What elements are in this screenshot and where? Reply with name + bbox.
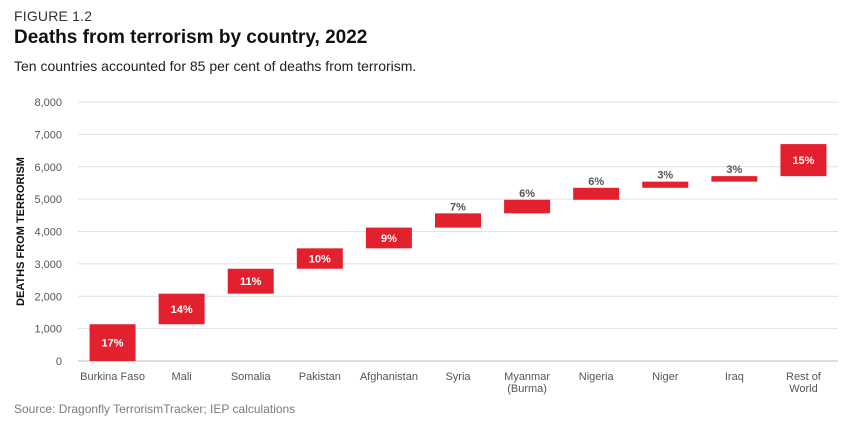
x-category-label: Mali: [172, 371, 192, 383]
y-axis-label: DEATHS FROM TERRORISM: [15, 157, 27, 306]
y-tick-label: 8,000: [34, 97, 62, 109]
bar: [158, 293, 205, 325]
x-category-label: Somalia: [231, 371, 272, 383]
y-tick-label: 1,000: [34, 324, 62, 336]
y-tick-label: 3,000: [34, 259, 62, 271]
x-category-label: Afghanistan: [360, 371, 418, 383]
bar-value-label: 9%: [381, 233, 397, 245]
bar-value-label: 15%: [792, 155, 814, 167]
bar: [89, 324, 136, 361]
bar-value-label: 3%: [657, 170, 673, 182]
bar-value-label: 7%: [450, 201, 466, 213]
bar-value-label: 14%: [171, 304, 193, 316]
chart: 0 1,000 2,000 3,000 4,000 5,000 6,000 7,000 8,00…: [15, 97, 838, 395]
y-tick-label: 2,000: [34, 291, 62, 303]
y-tick-label: 5,000: [34, 194, 62, 206]
bar: [642, 181, 689, 188]
source-note: Source: Dragonfly TerrorismTracker; IEP …: [14, 402, 296, 416]
x-category-label: Nigeria: [579, 371, 615, 383]
x-category-label: Pakistan: [299, 371, 341, 383]
bar-value-label: 6%: [588, 176, 604, 188]
bar: [711, 176, 758, 182]
bar: [780, 144, 827, 177]
x-category-label: Rest of: [786, 371, 822, 383]
y-tick-label: 4,000: [34, 227, 62, 239]
bar: [573, 187, 620, 200]
bar: [435, 213, 481, 228]
x-category-label: Syria: [445, 371, 471, 383]
y-tick-label: 7,000: [34, 129, 62, 141]
chart-subtitle: Ten countries accounted for 85 per cent …: [14, 58, 417, 74]
bar: [227, 268, 274, 294]
bar-value-label: 6%: [519, 188, 535, 200]
bar: [504, 199, 551, 214]
bar-value-label: 11%: [240, 276, 262, 288]
x-category-label: World: [789, 383, 818, 395]
y-tick-label: 0: [56, 356, 62, 368]
x-category-label: (Burma): [507, 383, 547, 395]
x-category-label: Niger: [652, 371, 679, 383]
figure-label: FIGURE 1.2: [14, 8, 93, 24]
bar: [296, 248, 343, 269]
x-category-label: Burkina Faso: [80, 371, 145, 383]
y-tick-label: 6,000: [34, 162, 62, 174]
x-category-label: Iraq: [725, 371, 744, 383]
x-category-label: Myanmar: [504, 371, 550, 383]
chart-title: Deaths from terrorism by country, 2022: [14, 27, 368, 48]
bar: [365, 227, 412, 249]
bar-value-label: 10%: [309, 254, 331, 266]
bar-value-label: 3%: [726, 164, 742, 176]
bar-value-label: 17%: [102, 338, 124, 350]
